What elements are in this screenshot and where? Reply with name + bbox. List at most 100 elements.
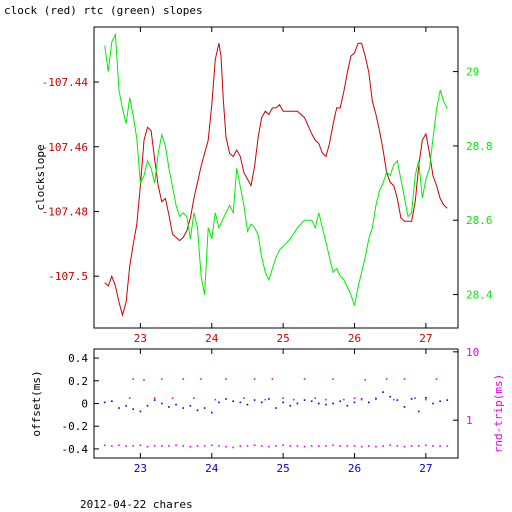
y-tick-label: -0.2 — [62, 420, 89, 433]
point-offset — [446, 399, 449, 401]
point-rnd-trip — [225, 445, 227, 448]
point-rnd-trip-outliers — [271, 378, 274, 380]
point-offset — [175, 403, 177, 406]
point-rnd-trip-outliers — [161, 378, 163, 380]
point-offset — [403, 406, 406, 408]
point-offset — [367, 401, 370, 404]
point-offset — [161, 402, 163, 405]
point-offset — [132, 408, 135, 410]
point-rnd-trip-outliers — [193, 397, 195, 399]
point-rnd-trip — [168, 445, 170, 447]
point-rnd-trip-outliers — [385, 378, 388, 380]
point-rnd-trip — [189, 445, 192, 448]
point-rnd-trip — [296, 445, 299, 447]
point-offset — [432, 402, 434, 405]
y-axis-label: offset(ms) — [30, 370, 43, 436]
point-offset — [118, 407, 120, 409]
point-offset — [253, 399, 256, 401]
series-line-rtc-green — [104, 32, 448, 306]
point-rnd-trip — [218, 445, 220, 447]
x-tick-label: 25 — [277, 332, 290, 345]
point-rnd-trip-outliers — [143, 378, 145, 381]
point-rnd-trip — [175, 444, 177, 447]
point-offset — [289, 404, 292, 407]
point-rnd-trip — [125, 445, 127, 447]
point-rnd-trip-outliers — [360, 398, 363, 401]
point-rnd-trip-outliers — [343, 398, 345, 401]
y-tick-label: -107.46 — [42, 141, 88, 154]
chart-footer: 2012-04-22 chares — [80, 498, 193, 511]
point-offset — [196, 409, 199, 412]
point-rnd-trip — [182, 445, 185, 447]
point-rnd-trip-outliers — [353, 397, 356, 399]
y2-axis-label: rnd-trip(ms) — [492, 374, 505, 453]
point-offset — [203, 407, 206, 409]
x-tick-label: 26 — [348, 462, 361, 475]
point-offset — [189, 404, 192, 407]
point-rnd-trip-outliers — [253, 378, 256, 380]
point-rnd-trip-outliers — [435, 378, 438, 380]
y-tick-label: -107.44 — [42, 76, 89, 89]
point-offset — [125, 404, 127, 407]
point-rnd-trip-outliers — [364, 378, 367, 381]
point-offset — [310, 400, 313, 403]
point-rnd-trip-outliers — [314, 397, 317, 399]
point-rnd-trip — [432, 445, 434, 447]
point-offset — [146, 404, 149, 407]
point-rnd-trip — [417, 445, 420, 447]
point-rnd-trip — [389, 444, 391, 447]
y-tick-label: 0 — [81, 398, 88, 411]
point-rnd-trip — [425, 444, 427, 447]
point-offset — [389, 395, 391, 398]
point-rnd-trip — [346, 445, 349, 447]
point-rnd-trip-outliers — [214, 398, 217, 401]
point-rnd-trip — [268, 445, 270, 448]
point-offset — [246, 403, 249, 406]
point-rnd-trip — [382, 445, 384, 447]
point-rnd-trip — [339, 445, 342, 447]
point-offset — [275, 407, 277, 409]
point-rnd-trip-outliers — [210, 351, 213, 353]
point-offset — [425, 397, 427, 399]
point-rnd-trip — [153, 445, 156, 447]
x-tick-label: 24 — [205, 462, 219, 475]
point-rnd-trip — [118, 444, 120, 447]
point-rnd-trip — [196, 445, 199, 447]
point-rnd-trip-outliers — [128, 397, 131, 399]
point-offset — [260, 401, 263, 404]
x-tick-label: 24 — [205, 332, 219, 345]
x-tick-label: 23 — [134, 332, 147, 345]
point-rnd-trip-outliers — [153, 397, 156, 399]
y2-tick-label: 1 — [466, 414, 473, 427]
point-rnd-trip — [232, 446, 234, 449]
point-rnd-trip — [111, 445, 113, 447]
point-rnd-trip — [439, 445, 441, 447]
series-line-clock-red — [104, 42, 448, 317]
y2-tick-label: 28.4 — [466, 289, 493, 302]
point-rnd-trip-outliers — [225, 378, 227, 380]
point-rnd-trip-outliers — [243, 397, 245, 399]
y-tick-label: 0.2 — [68, 375, 88, 388]
point-offset — [232, 400, 234, 403]
point-rnd-trip — [260, 445, 263, 447]
point-offset — [182, 407, 185, 409]
x-tick-label: 23 — [134, 462, 147, 475]
point-offset — [153, 399, 156, 401]
point-rnd-trip-outliers — [325, 398, 327, 401]
point-rnd-trip-outliers — [282, 397, 284, 399]
y2-tick-label: 10 — [466, 346, 479, 359]
point-rnd-trip-outliers — [303, 378, 306, 380]
y2-tick-label: 28.6 — [466, 214, 493, 227]
point-rnd-trip — [318, 445, 320, 447]
point-rnd-trip — [139, 444, 142, 447]
x-tick-label: 26 — [348, 332, 361, 345]
plot-frame-1 — [93, 26, 459, 329]
y2-tick-label: 29 — [466, 66, 479, 79]
point-offset — [339, 400, 342, 403]
point-rnd-trip — [210, 444, 213, 447]
point-rnd-trip-outliers — [425, 398, 427, 401]
point-offset — [417, 410, 420, 413]
point-offset — [210, 411, 213, 414]
point-offset — [225, 398, 227, 400]
